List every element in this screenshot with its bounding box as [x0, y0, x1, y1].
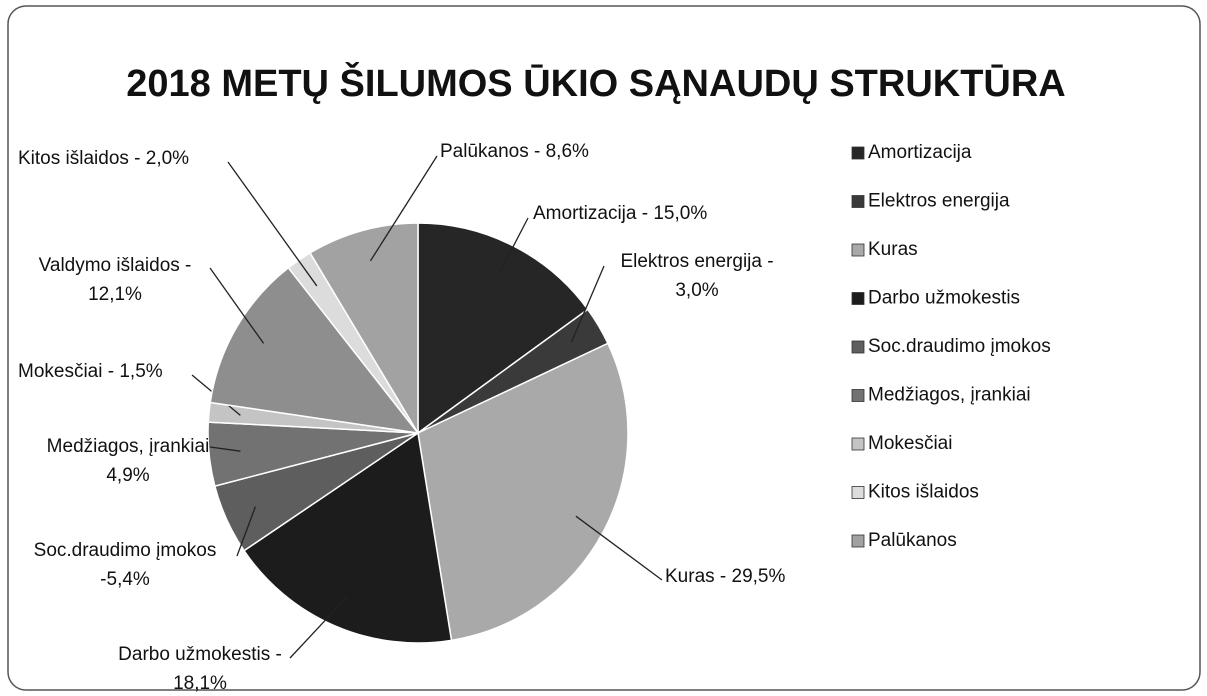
data-label: 12,1% — [88, 284, 142, 305]
legend-label: Elektros energija — [868, 191, 1010, 212]
pie-slice — [417, 342, 629, 642]
data-label: Soc.draudimo įmokos — [34, 540, 217, 561]
data-label: -5,4% — [100, 569, 150, 590]
legend-swatch — [851, 292, 865, 305]
data-label: 3,0% — [675, 280, 718, 301]
leader-line — [570, 265, 605, 343]
leader-line — [369, 155, 438, 262]
data-label: Kuras - 29,5% — [665, 566, 785, 587]
legend-swatch — [851, 486, 865, 499]
leader-line — [575, 515, 663, 581]
data-label: Amortizacija - 15,0% — [533, 203, 707, 224]
legend-label: Kitos išlaidos — [868, 482, 979, 503]
leader-line — [236, 506, 257, 557]
leader-line — [209, 446, 241, 452]
legend-swatch — [851, 437, 865, 451]
legend-label: Mokesčiai — [868, 433, 952, 454]
leader-line — [498, 217, 529, 275]
leader-line — [209, 267, 265, 344]
legend-swatch — [851, 389, 865, 402]
pie-slice — [309, 222, 419, 436]
legend-label: Kuras — [868, 239, 918, 260]
data-label: Elektros energija - — [620, 251, 773, 272]
legend-swatch — [851, 340, 865, 354]
data-label: Kitos išlaidos - 2,0% — [18, 148, 189, 169]
legend-label: Palūkanos — [868, 530, 957, 551]
chart-title: 2018 METŲ ŠILUMOS ŪKIO SĄNAUDŲ STRUKTŪRA — [126, 60, 1066, 105]
legend-label: Darbo užmokestis — [868, 288, 1020, 309]
legend-swatch — [851, 146, 865, 160]
data-label: Darbo užmokestis - — [118, 644, 282, 665]
data-label: Palūkanos - 8,6% — [440, 141, 589, 162]
pie-slice — [209, 266, 420, 435]
pie-slice — [243, 431, 453, 644]
leader-line — [227, 161, 318, 287]
legend-swatch — [851, 195, 865, 208]
legend-label: Medžiagos, įrankiai — [868, 385, 1031, 406]
legend-label: Amortizacija — [868, 142, 972, 163]
data-label: Medžiagos, įrankiai — [47, 436, 210, 457]
data-label: Mokesčiai - 1,5% — [18, 361, 163, 382]
data-label: 18,1% — [173, 673, 227, 694]
data-label: Valdymo išlaidos - — [39, 255, 192, 276]
data-label: 4,9% — [106, 465, 149, 486]
legend-swatch — [851, 534, 865, 548]
leader-line — [289, 596, 348, 659]
legend-label: Soc.draudimo įmokos — [868, 336, 1051, 357]
legend-swatch — [851, 243, 865, 257]
